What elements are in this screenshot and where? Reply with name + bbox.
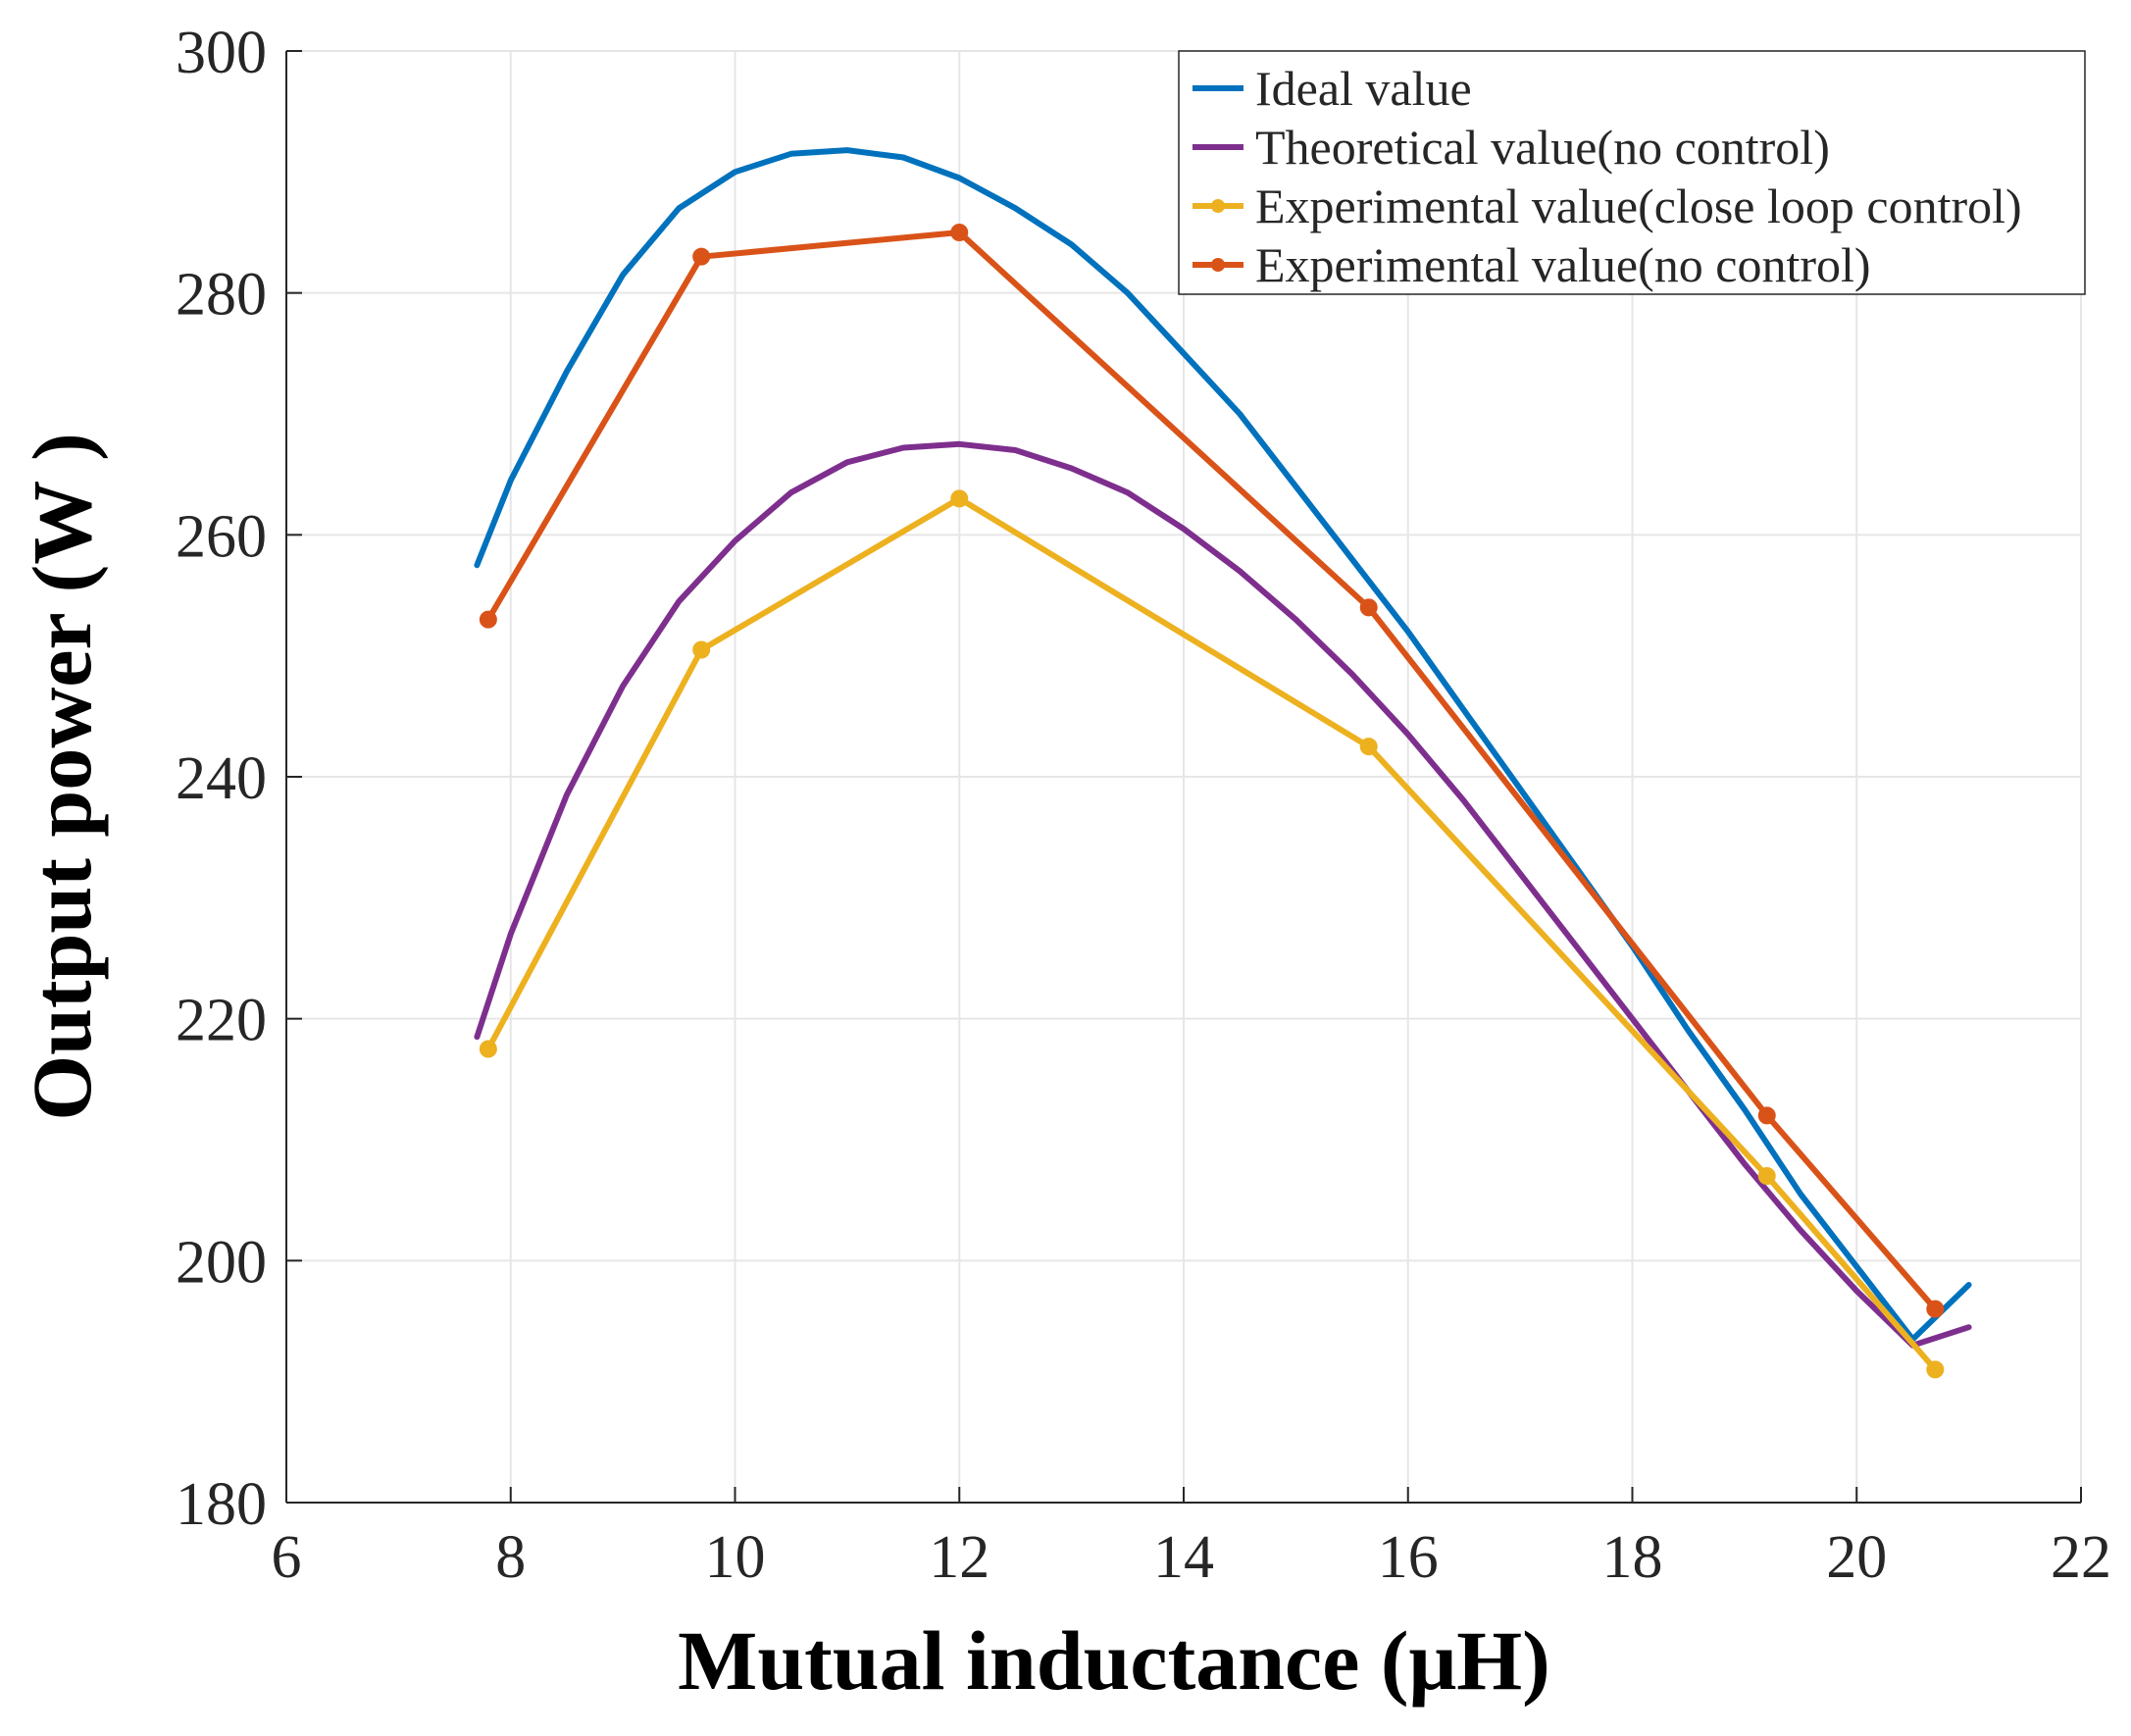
x-tick-label: 22 bbox=[2051, 1524, 2111, 1591]
x-tick-label: 12 bbox=[929, 1524, 989, 1591]
data-point-experimental-value-no-control bbox=[1359, 598, 1378, 617]
data-point-experimental-value-close-loop-control bbox=[1926, 1360, 1945, 1379]
series-line-experimental-value-no-control bbox=[484, 230, 1939, 1312]
y-tick-label: 240 bbox=[176, 745, 267, 812]
legend-label-theoretical-value-no-control: Theoretical value(no control) bbox=[1255, 120, 1830, 175]
x-tick-label: 18 bbox=[1602, 1524, 1663, 1591]
data-point-experimental-value-no-control bbox=[479, 610, 497, 629]
x-tick-label: 10 bbox=[705, 1524, 766, 1591]
x-tick-label: 14 bbox=[1153, 1524, 1214, 1591]
legend-marker-experimental-value-no-control bbox=[1211, 258, 1225, 272]
data-point-experimental-value-no-control bbox=[950, 224, 969, 241]
y-tick-label: 180 bbox=[176, 1471, 267, 1538]
y-axis-title: Output power (W ) bbox=[15, 433, 109, 1121]
y-tick-label: 220 bbox=[176, 988, 267, 1054]
series-line-ideal-value bbox=[474, 147, 1972, 1343]
x-tick-label: 6 bbox=[272, 1524, 302, 1591]
data-point-experimental-value-close-loop-control bbox=[1359, 738, 1378, 756]
data-point-experimental-value-no-control bbox=[1926, 1300, 1945, 1318]
y-tick-label: 200 bbox=[176, 1229, 267, 1296]
data-point-experimental-value-close-loop-control bbox=[1757, 1167, 1776, 1185]
legend-box bbox=[1178, 50, 2086, 295]
data-point-experimental-value-close-loop-control bbox=[692, 640, 711, 659]
legend-label-experimental-value-close-loop-control: Experimental value(close loop control) bbox=[1255, 179, 2022, 233]
series-line-experimental-value-close-loop-control bbox=[484, 495, 1939, 1373]
x-tick-label: 20 bbox=[1826, 1524, 1887, 1591]
legend-label-ideal-value: Ideal value bbox=[1255, 61, 1472, 116]
data-point-experimental-value-no-control bbox=[692, 247, 711, 266]
y-tick-label: 280 bbox=[176, 262, 267, 329]
y-tick-label: 260 bbox=[176, 503, 267, 570]
x-tick-label: 16 bbox=[1378, 1524, 1439, 1591]
legend-label-experimental-value-no-control: Experimental value(no control) bbox=[1255, 237, 1871, 292]
data-point-experimental-value-close-loop-control bbox=[950, 489, 969, 508]
axes bbox=[285, 50, 2082, 1504]
tick-labels: 6 8 10 12 14 16 18 20 22 180 200 220 240 260 280 300 bbox=[176, 20, 2111, 1591]
data-point-experimental-value-close-loop-control bbox=[479, 1040, 497, 1058]
x-axis-title: Mutual inductance (μH) bbox=[678, 1613, 1550, 1708]
y-tick-label: 300 bbox=[176, 20, 267, 86]
series-line-theoretical-value-no-control bbox=[474, 440, 1972, 1349]
series-layer bbox=[474, 147, 1972, 1379]
data-point-experimental-value-no-control bbox=[1757, 1106, 1776, 1125]
legend-marker-experimental-value-close-loop-control bbox=[1211, 199, 1225, 213]
x-tick-label: 8 bbox=[495, 1524, 526, 1591]
